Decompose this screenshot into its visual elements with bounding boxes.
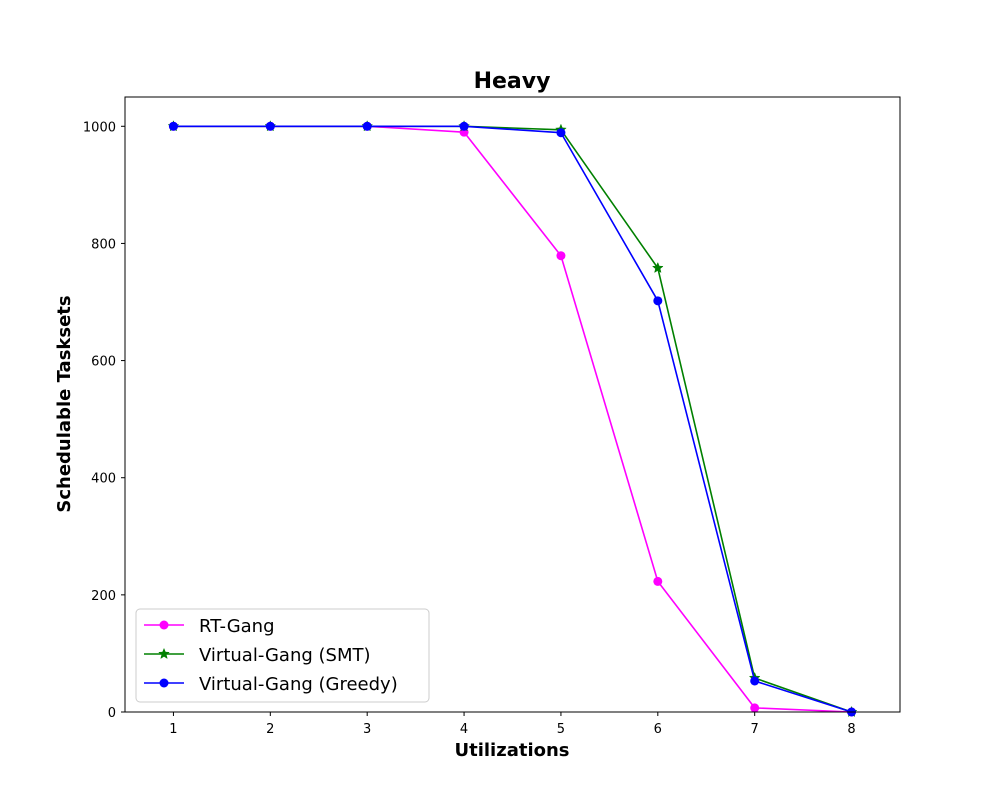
legend-swatch-marker <box>158 647 170 659</box>
x-tick-label: 1 <box>169 722 177 737</box>
data-point-0 <box>653 576 663 586</box>
legend-swatch-marker <box>159 678 169 688</box>
data-point-1 <box>651 261 664 274</box>
legend-entry-label: Virtual-Gang (Greedy) <box>199 674 398 695</box>
y-tick-label: 0 <box>108 706 116 721</box>
x-tick-label: 8 <box>847 722 855 737</box>
x-tick-label: 4 <box>460 722 468 737</box>
x-tick-label: 2 <box>266 722 274 737</box>
x-tick-label: 7 <box>751 722 759 737</box>
data-point-2 <box>459 121 469 131</box>
y-tick-label: 800 <box>91 237 116 252</box>
x-axis-label: Utilizations <box>454 740 569 761</box>
x-tick-label: 5 <box>557 722 565 737</box>
chart-title: Heavy <box>474 69 551 94</box>
x-tick-label: 3 <box>363 722 371 737</box>
y-tick-label: 400 <box>91 472 116 487</box>
y-tick-label: 1000 <box>83 120 116 135</box>
data-point-2 <box>168 121 178 131</box>
legend-swatch-marker <box>159 620 169 630</box>
x-tick-label: 6 <box>654 722 662 737</box>
y-tick-label: 600 <box>91 355 116 370</box>
data-point-2 <box>362 121 372 131</box>
legend-entry-label: RT-Gang <box>199 616 275 637</box>
plot-frame <box>124 96 901 713</box>
data-point-2 <box>265 121 275 131</box>
plot-area: 1 2 3 4 5 6 7 8 0 200 400 600 800 1000 <box>83 96 901 737</box>
data-point-0 <box>750 703 760 713</box>
legend-box <box>135 608 430 703</box>
data-point-2 <box>556 128 566 138</box>
data-point-2 <box>653 296 663 306</box>
data-point-2 <box>750 676 760 686</box>
y-axis-label: Schedulable Tasksets <box>54 295 75 512</box>
y-tick-label: 200 <box>91 589 116 604</box>
series-line-2 <box>173 125 852 713</box>
data-point-0 <box>556 251 566 261</box>
legend-entry-label: Virtual-Gang (SMT) <box>199 645 371 666</box>
legend: RT-Gang Virtual-Gang (SMT) Virtual-Gang (G… <box>135 608 430 703</box>
